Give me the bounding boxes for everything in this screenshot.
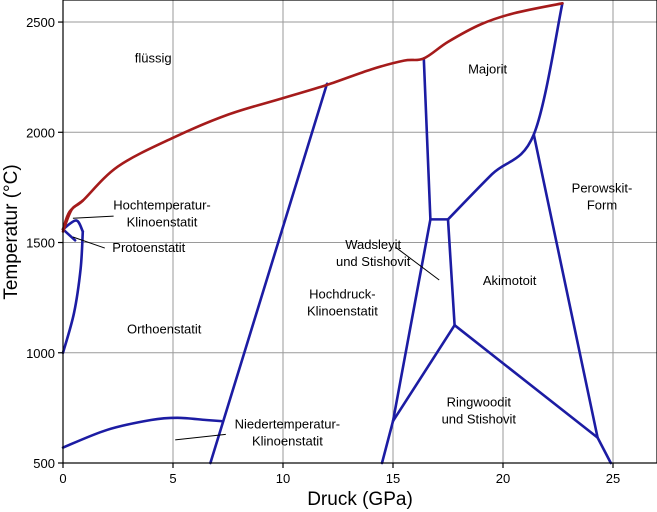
melting-curve	[61, 2, 564, 233]
region-label: Protoenstatit	[112, 240, 185, 255]
region-label: Klinoenstatit	[127, 214, 198, 229]
region-label: Orthoenstatit	[127, 322, 202, 337]
y-tick-label: 500	[33, 456, 55, 471]
region-label: Hochdruck-	[309, 287, 375, 302]
x-tick-label: 15	[386, 471, 400, 486]
plot-frame	[62, 0, 657, 464]
region-label: flüssig	[135, 50, 172, 65]
phase-boundary-line	[209, 82, 329, 465]
x-axis-title: Druck (GPa)	[307, 489, 413, 510]
region-label: Form	[587, 198, 617, 213]
region-label: Akimotoit	[483, 273, 537, 288]
y-tick-label: 2500	[26, 15, 55, 30]
region-label: und Stishovit	[336, 254, 411, 269]
phase-boundary-line	[391, 218, 456, 423]
x-tick-label: 5	[169, 471, 176, 486]
region-label: Klinoenstatit	[307, 304, 378, 319]
region-labels: flüssig Majorit Perowskit- Form Hochtemperat…	[112, 50, 632, 448]
y-tick-label: 2000	[26, 125, 55, 140]
region-label: Wadsleyit	[345, 237, 401, 252]
phase-boundary-line	[61, 230, 85, 355]
leader-lines	[72, 215, 440, 441]
melting-curve-loop	[61, 199, 85, 231]
label-leader-line	[72, 215, 114, 219]
phase-boundary-line	[61, 219, 85, 233]
phase-boundary-line	[61, 227, 77, 242]
x-tick-label: 20	[496, 471, 510, 486]
label-leader-line	[72, 236, 105, 249]
region-label: und Stishovit	[442, 412, 517, 427]
y-tick-label: 1500	[26, 236, 55, 251]
x-tick-label: 0	[59, 471, 66, 486]
y-axis-title: Temperatur (°C)	[1, 164, 22, 299]
region-label: Klinoenstatit	[252, 434, 323, 449]
region-label: Majorit	[468, 61, 507, 76]
label-leader-line	[175, 433, 226, 441]
region-label: Niedertemperatur-	[235, 417, 341, 432]
axis-ticks: 0 5 10 15 20 25 500 1000 1500 2000 2500	[26, 15, 620, 486]
region-label: Hochtemperatur-	[113, 197, 211, 212]
region-label: Perowskit-	[572, 181, 633, 196]
phase-boundary-line	[532, 133, 599, 439]
phase-boundary-line	[61, 416, 223, 449]
label-leader-line	[394, 246, 440, 281]
region-label: Ringwoodit	[447, 395, 512, 410]
x-tick-label: 10	[276, 471, 290, 486]
x-tick-label: 25	[606, 471, 620, 486]
phase-boundary-line	[380, 57, 432, 465]
curves	[61, 2, 613, 465]
y-tick-label: 1000	[26, 346, 55, 361]
phase-boundary-line	[446, 2, 564, 221]
grid	[63, 0, 657, 463]
